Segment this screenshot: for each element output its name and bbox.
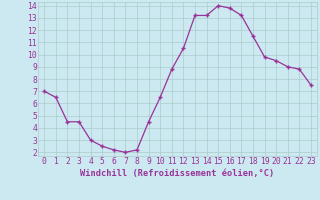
X-axis label: Windchill (Refroidissement éolien,°C): Windchill (Refroidissement éolien,°C) bbox=[80, 169, 275, 178]
